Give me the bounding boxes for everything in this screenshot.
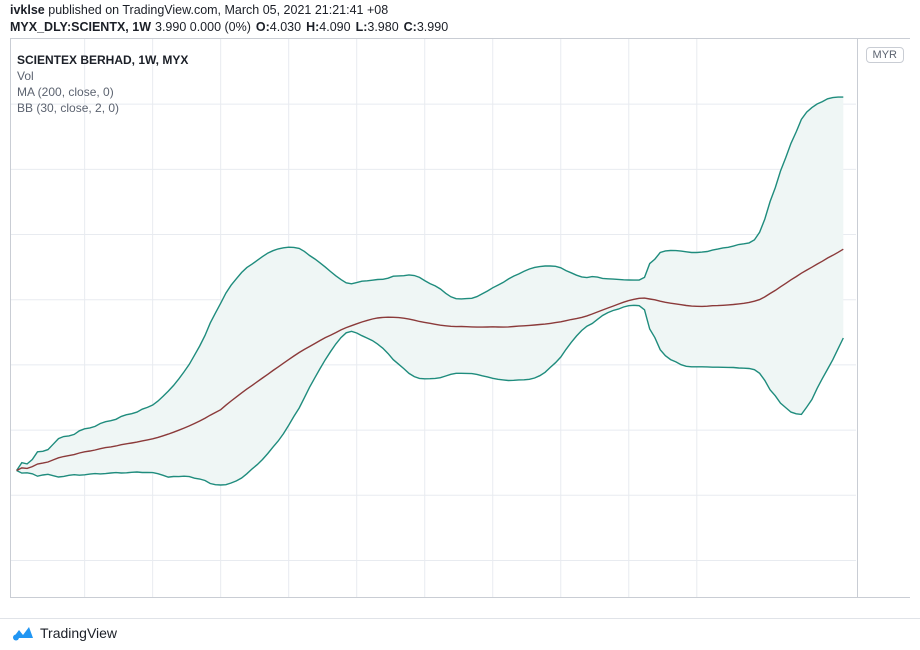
chart-frame[interactable]: SCIENTEX BERHAD, 1W, MYX Vol MA (200, cl… xyxy=(10,38,910,598)
publisher-meta: published on TradingView.com, March 05, … xyxy=(44,3,389,17)
symbol-quote-line: MYX_DLY:SCIENTX, 1W 3.990 0.000 (0%) O:4.0… xyxy=(10,19,890,35)
tradingview-logo[interactable]: TradingView xyxy=(12,625,117,641)
low-value: 3.980 xyxy=(367,20,399,34)
chart-header: ivklse published on TradingView.com, Mar… xyxy=(10,3,890,35)
bollinger-lower-band xyxy=(16,304,844,486)
tradingview-mountain-icon xyxy=(13,627,33,641)
close-value: 3.990 xyxy=(416,20,449,34)
close-key: C: xyxy=(403,20,417,34)
tradingview-wordmark: TradingView xyxy=(40,625,118,641)
publisher-line: ivklse published on TradingView.com, Mar… xyxy=(10,3,890,18)
symbol-ticker: MYX_DLY:SCIENTX, 1W xyxy=(10,20,151,34)
price-axis[interactable]: MYR xyxy=(857,39,910,597)
high-key: H: xyxy=(306,20,320,34)
open-key: O: xyxy=(255,20,270,34)
bollinger-fill xyxy=(16,97,844,485)
chart-footer: TradingView xyxy=(0,618,920,650)
chart-plot-area[interactable] xyxy=(11,39,856,597)
last-price-change: 3.990 0.000 (0%) xyxy=(155,20,251,34)
ma-line xyxy=(16,248,844,472)
high-value: 4.090 xyxy=(319,20,351,34)
price-chart-svg[interactable] xyxy=(11,39,856,597)
bollinger-upper-band xyxy=(16,96,844,471)
currency-badge[interactable]: MYR xyxy=(865,47,904,63)
open-value: 4.030 xyxy=(269,20,302,34)
time-axis[interactable] xyxy=(10,598,910,616)
low-key: L: xyxy=(355,20,368,34)
publisher-username: ivklse xyxy=(10,3,45,17)
